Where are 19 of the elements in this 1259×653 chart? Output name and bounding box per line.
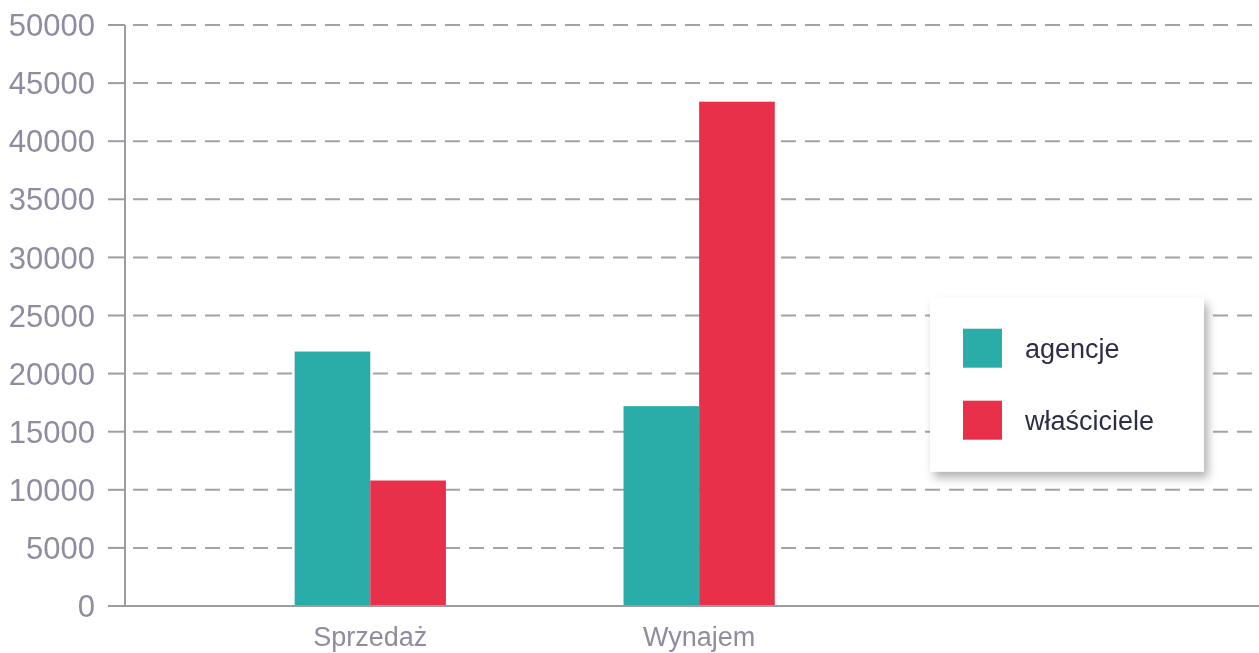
y-tick-label: 0 [77,589,95,625]
bar [294,351,371,606]
legend-label: właściciele [1024,406,1155,437]
legend-label: agencje [1025,334,1120,365]
bar [370,480,446,606]
x-tick-label: Sprzedaż [313,622,428,652]
y-tick-label: 15000 [8,414,95,450]
y-tick-label: 10000 [8,472,95,508]
bar [623,406,700,606]
y-tick-label: 35000 [8,182,95,218]
y-tick-label: 5000 [26,531,95,567]
y-tick-label: 25000 [8,298,95,334]
y-tick-label: 50000 [8,8,95,44]
x-tick-label: Wynajem [643,622,756,652]
y-tick-label: 20000 [8,356,95,392]
y-tick-label: 30000 [8,240,95,276]
y-tick-label: 40000 [8,124,95,160]
y-tick-label: 45000 [8,66,95,102]
bar [699,101,775,606]
